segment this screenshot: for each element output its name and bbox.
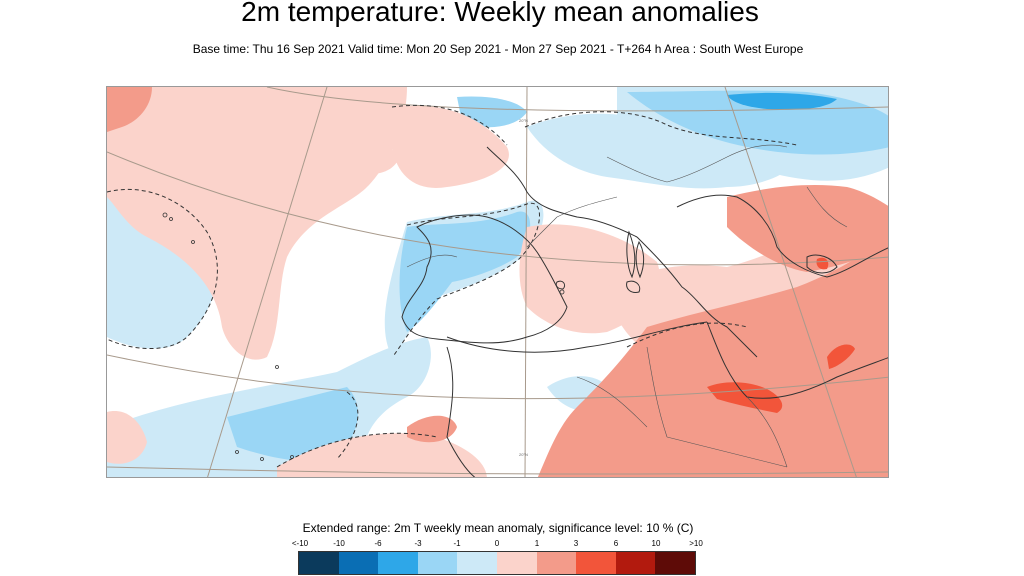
map-canvas: 20°N 20°N	[107, 87, 888, 477]
legend-label: 1	[534, 539, 540, 548]
legend-label: 3	[573, 539, 579, 548]
legend-label: 0	[494, 539, 500, 548]
legend-swatch	[536, 552, 577, 574]
legend-label: -3	[414, 539, 422, 548]
legend-label: 6	[613, 539, 619, 548]
legend-title: Extended range: 2m T weekly mean anomaly…	[302, 521, 694, 535]
legend-label: >10	[689, 539, 703, 548]
chart-subtitle: Base time: Thu 16 Sep 2021 Valid time: M…	[192, 42, 804, 56]
legend-colorbar	[298, 551, 696, 575]
country-borders	[406, 144, 848, 468]
anomaly-mid-red-areas	[107, 87, 888, 477]
legend-swatch	[615, 552, 656, 574]
gridline-label: 20°N	[519, 118, 528, 123]
gridline-label: 20°N	[519, 452, 528, 457]
legend-swatch	[299, 552, 339, 574]
legend-swatch	[576, 552, 616, 574]
legend-swatch	[378, 552, 418, 574]
legend-swatch	[496, 552, 537, 574]
legend-label: -6	[374, 539, 382, 548]
anomaly-map[interactable]: 20°N 20°N	[106, 86, 889, 478]
legend-label: 10	[651, 539, 661, 548]
legend-label: -10	[333, 539, 345, 548]
coastlines	[401, 146, 888, 477]
legend-label: -1	[453, 539, 461, 548]
anomaly-mid-blue-areas	[227, 90, 888, 462]
legend-swatch	[338, 552, 379, 574]
legend-label: <-10	[291, 539, 309, 548]
legend-swatch	[655, 552, 695, 574]
legend-swatch	[417, 552, 458, 574]
legend-labels: <-10 -10 -6 -3 -1 0 1 3 6 10 >10	[290, 539, 710, 549]
chart-title: 2m temperature: Weekly mean anomalies	[241, 0, 759, 27]
anomaly-red-areas	[707, 257, 855, 413]
legend-swatch	[457, 552, 497, 574]
anomaly-blue-areas	[727, 92, 837, 110]
islands	[162, 212, 565, 461]
